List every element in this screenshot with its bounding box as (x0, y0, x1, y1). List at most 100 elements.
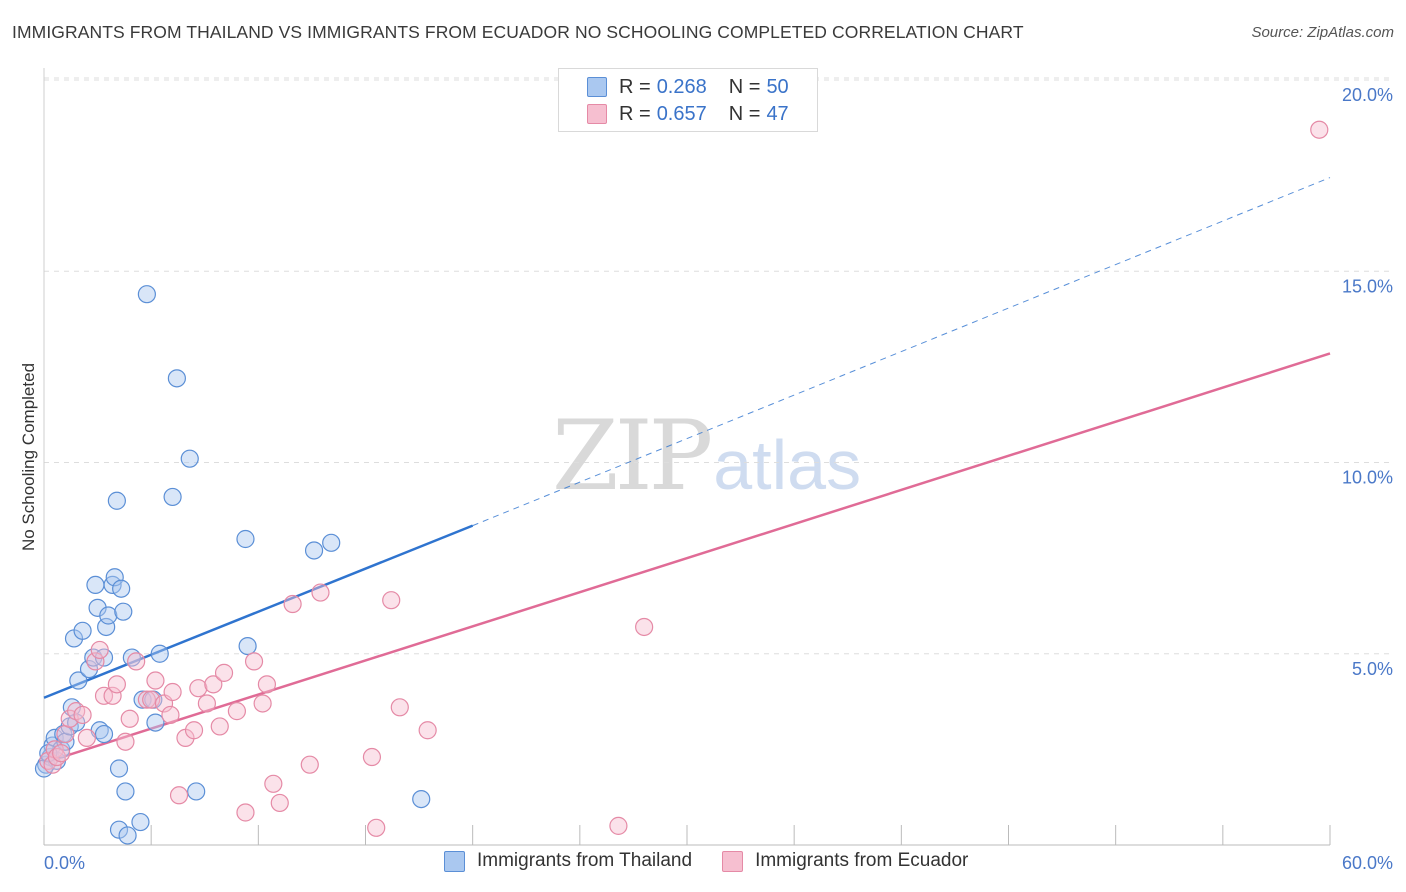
y-axis-label: No Schooling Completed (19, 363, 38, 551)
ecuador-point (362, 747, 382, 767)
ecuador-point (210, 717, 229, 736)
thailand-point (238, 636, 257, 656)
thailand-point (412, 789, 431, 809)
ecuador-point (1310, 120, 1329, 139)
ecuador-point (244, 652, 264, 671)
thailand-point (137, 285, 156, 304)
thailand-point (112, 579, 131, 598)
thailand-n-label: N = (728, 75, 761, 98)
ecuador-point (184, 721, 204, 740)
ecuador-point (86, 652, 105, 671)
ecuador-r-value: 0.657 (656, 102, 707, 125)
x-tick-label: 60.0% (1342, 853, 1393, 873)
thailand-points (34, 285, 431, 845)
thailand-point (236, 529, 255, 549)
ecuador-point (382, 591, 401, 610)
ecuador-point (189, 679, 208, 698)
thailand-point (131, 812, 150, 832)
y-tick-label: 5.0% (1352, 659, 1393, 679)
ecuador-point (270, 793, 289, 813)
thailand-trend-line (43, 524, 474, 699)
ecuador-point (418, 721, 437, 740)
ecuador-point (120, 709, 139, 728)
ecuador-point (264, 774, 283, 793)
x-tick-label: 0.0% (44, 853, 85, 873)
ecuador-point (146, 671, 165, 690)
trend-lines (43, 177, 1331, 764)
ecuador-point (169, 786, 189, 805)
y-tick-label: 15.0% (1342, 276, 1393, 296)
thailand-point (105, 568, 124, 587)
thailand-point (97, 617, 116, 637)
ecuador-point (283, 594, 302, 614)
ecuador-point (227, 702, 246, 721)
legend-thailand-swatch (444, 850, 465, 872)
ecuador-point (300, 755, 319, 774)
axes (43, 68, 1331, 846)
legend-item-ecuador[interactable]: Immigrants from Ecuador (722, 850, 968, 872)
ecuador-trend-line (43, 352, 1331, 764)
ecuador-point (107, 675, 126, 694)
ecuador-point (77, 728, 96, 748)
thailand-point (146, 713, 165, 732)
thailand-point (304, 541, 324, 560)
thailand-point (94, 724, 114, 744)
ecuador-point (56, 724, 75, 744)
ecuador-point (204, 675, 223, 694)
ecuador-point (137, 690, 156, 709)
legend-row-ecuador: R = 0.657 N = 47 (587, 101, 789, 127)
thailand-r-label: R = (619, 75, 651, 98)
ecuador-point (163, 682, 182, 702)
ecuador-point (609, 816, 628, 835)
ecuador-point (197, 694, 216, 713)
gridlines (44, 77, 1394, 655)
ecuador-point (257, 675, 277, 694)
ecuador-swatch (587, 104, 607, 124)
thailand-point (163, 487, 182, 507)
thailand-point (69, 671, 88, 690)
thailand-point (187, 782, 206, 801)
ecuador-point (90, 640, 109, 660)
correlation-legend: R = 0.268 N = 50 R = 0.657 N = 47 (558, 68, 818, 132)
legend-item-thailand[interactable]: Immigrants from Thailand (444, 850, 692, 872)
thailand-point (180, 449, 199, 468)
thailand-point (114, 602, 133, 621)
ecuador-point (236, 803, 255, 822)
ecuador-point (253, 694, 272, 713)
series-legend: Immigrants from Thailand Immigrants from… (444, 850, 998, 872)
thailand-point (116, 782, 135, 801)
ecuador-point (52, 744, 71, 763)
thailand-point (86, 575, 105, 595)
thailand-point (322, 533, 341, 552)
source-credit: Source: ZipAtlas.com (1251, 24, 1394, 41)
ecuador-n-value: 47 (766, 102, 789, 125)
thailand-point (107, 491, 126, 510)
legend-row-thailand: R = 0.268 N = 50 (587, 74, 789, 100)
tick-labels: 5.0% 10.0% 15.0% 20.0% 0.0% 60.0% (44, 85, 1393, 873)
ecuador-point (214, 663, 234, 682)
ecuador-points (39, 120, 1329, 837)
ecuador-point (73, 705, 92, 725)
ecuador-point (116, 732, 135, 751)
ecuador-n-label: N = (728, 102, 761, 125)
ecuador-point (635, 617, 654, 637)
thailand-point (167, 369, 186, 388)
thailand-point (150, 644, 169, 663)
ecuador-r-label: R = (619, 102, 651, 125)
ecuador-point (311, 583, 330, 602)
thailand-point (109, 759, 129, 778)
legend-thailand-label: Immigrants from Thailand (477, 850, 693, 871)
legend-ecuador-swatch (722, 850, 744, 872)
ecuador-point (367, 818, 386, 837)
thailand-point (99, 606, 118, 625)
thailand-point (73, 621, 92, 640)
thailand-point (118, 826, 137, 845)
ecuador-point (127, 652, 146, 671)
thailand-swatch (587, 77, 607, 97)
thailand-trend-extension (472, 177, 1331, 527)
y-tick-label: 10.0% (1342, 468, 1393, 488)
ecuador-point (161, 705, 180, 725)
chart-title: IMMIGRANTS FROM THAILAND VS IMMIGRANTS F… (12, 22, 1024, 42)
ecuador-point (103, 686, 122, 705)
